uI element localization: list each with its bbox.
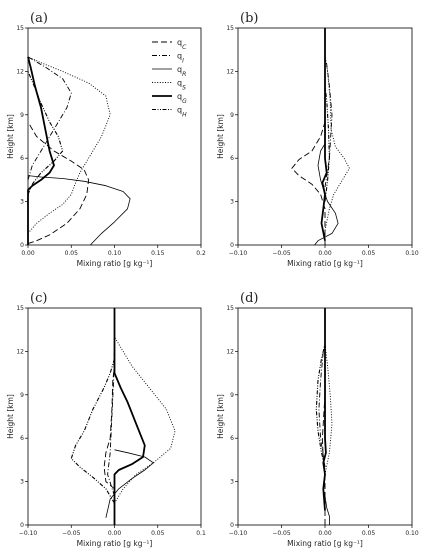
y-tick-label: 6	[20, 155, 24, 162]
legend-entry: qS	[177, 79, 186, 92]
panel-label: (a)	[30, 11, 48, 26]
y-axis-label: Height [km]	[6, 394, 15, 439]
y-axis-label: Height [km]	[6, 114, 15, 159]
legend-entry: qI	[177, 52, 184, 65]
x-tick-label: 0.05	[151, 530, 165, 537]
series-line-qg	[320, 28, 328, 241]
y-tick-label: 12	[226, 348, 234, 355]
y-tick-label: 3	[230, 199, 234, 206]
x-tick-label: 0.00	[21, 250, 35, 257]
series-line-qs	[27, 56, 111, 234]
y-tick-label: 3	[230, 479, 234, 486]
y-tick-label: 12	[16, 68, 24, 75]
y-tick-label: 15	[16, 25, 24, 32]
y-tick-label: 9	[20, 112, 24, 119]
y-tick-label: 6	[230, 435, 234, 442]
series-line-qi	[107, 344, 115, 497]
series-line-qi	[324, 56, 333, 188]
y-tick-label: 9	[20, 392, 24, 399]
x-axis-label: Mixing ratio [g kg⁻¹]	[77, 259, 153, 268]
x-tick-label: 0.05	[362, 530, 376, 537]
x-axis-label: Mixing ratio [g kg⁻¹]	[287, 259, 363, 268]
y-tick-label: 15	[16, 305, 24, 312]
y-tick-label: 12	[226, 68, 234, 75]
y-axis-label: Height [km]	[216, 114, 225, 159]
legend-entry: qC	[177, 38, 187, 51]
panel-label: (c)	[30, 291, 47, 306]
panel-2: −0.10 −0.05 0.00 0.05 0.10 0 3 6 9 12 15 Mixing rat…	[216, 11, 419, 268]
panel-label: (d)	[240, 291, 258, 306]
x-tick-label: −0.10	[229, 250, 248, 257]
legend-entry: qR	[177, 65, 186, 78]
legend-entry: qH	[177, 106, 187, 119]
y-tick-label: 0	[20, 242, 24, 249]
x-tick-label: 0.2	[196, 250, 206, 257]
x-tick-label: 0.15	[151, 250, 165, 257]
series-line-qr	[314, 143, 339, 246]
x-tick-label: −0.10	[19, 530, 38, 537]
panel-3: −0.10 −0.05 0.00 0.05 0.1 0 3 6 9 12 15 Mixing rati…	[6, 291, 206, 548]
x-tick-label: 0.05	[362, 250, 376, 257]
series-line-qh	[70, 358, 116, 504]
y-tick-label: 3	[20, 479, 24, 486]
series-line-qr	[27, 175, 131, 246]
x-tick-label: 0.10	[405, 250, 419, 257]
x-tick-label: 0.10	[108, 250, 122, 257]
series-line-qi	[27, 56, 72, 181]
series-line-qc	[27, 121, 90, 245]
x-tick-label: 0.00	[318, 250, 332, 257]
y-tick-label: 3	[20, 199, 24, 206]
y-tick-label: 9	[230, 392, 234, 399]
series-line-qr	[324, 496, 330, 525]
y-tick-label: 6	[20, 435, 24, 442]
panel-1: 0.00 0.05 0.10 0.15 0.2 0 3 6 9 12 15 Mixing ratio …	[6, 11, 206, 268]
x-axis-label: Mixing ratio [g kg⁻¹]	[77, 539, 153, 548]
series-line-qc	[291, 121, 326, 245]
y-tick-label: 15	[226, 25, 234, 32]
y-tick-label: 6	[230, 155, 234, 162]
x-tick-label: 0.1	[196, 530, 206, 537]
x-tick-label: −0.05	[272, 250, 291, 257]
y-axis-label: Height [km]	[216, 394, 225, 439]
x-tick-label: 0.00	[318, 530, 332, 537]
plot-frame	[27, 27, 202, 246]
panel-4: −0.10 −0.05 0.00 0.05 0.10 0 3 6 9 12 15 Mixing rat…	[216, 291, 419, 548]
series-line-qh	[27, 71, 64, 195]
series-line-qh	[315, 344, 326, 468]
y-tick-label: 0	[20, 522, 24, 529]
y-tick-label: 0	[230, 522, 234, 529]
series-line-qr	[105, 449, 154, 518]
y-tick-label: 15	[226, 305, 234, 312]
y-tick-label: 12	[16, 348, 24, 355]
series-line-qs	[324, 344, 333, 475]
series-line-qg	[322, 308, 327, 511]
series-line-qs	[324, 56, 350, 231]
x-tick-label: 0.00	[108, 530, 122, 537]
y-tick-label: 0	[230, 242, 234, 249]
x-tick-label: 0.10	[405, 530, 419, 537]
series-line-qs	[114, 336, 176, 504]
series-line-qg	[113, 308, 146, 525]
series-line-qh	[324, 85, 330, 202]
x-tick-label: −0.10	[229, 530, 248, 537]
x-tick-label: −0.05	[62, 530, 81, 537]
y-tick-label: 9	[230, 112, 234, 119]
x-axis-label: Mixing ratio [g kg⁻¹]	[287, 539, 363, 548]
panel-label: (b)	[240, 11, 258, 26]
x-tick-label: 0.05	[65, 250, 79, 257]
x-tick-label: −0.05	[272, 530, 291, 537]
legend-entry: qG	[177, 92, 187, 105]
